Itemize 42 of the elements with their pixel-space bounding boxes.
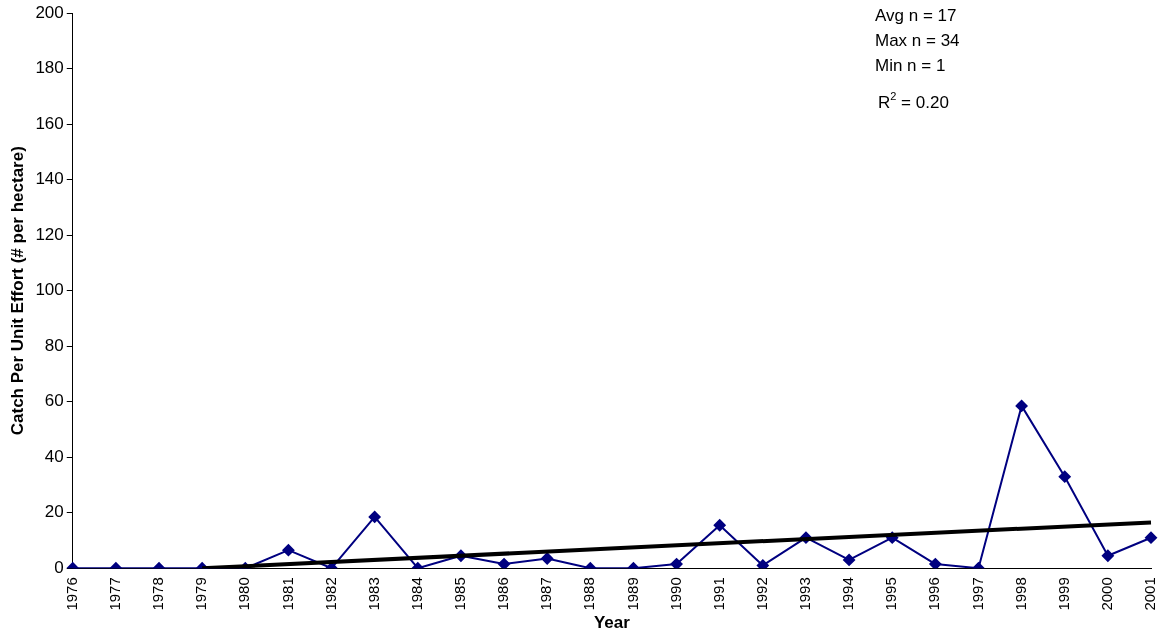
x-tick-label: 1995: [882, 577, 900, 611]
x-tick-label: 2001: [1141, 577, 1159, 611]
x-tick-label: 1994: [839, 577, 857, 611]
x-axis-title: Year: [593, 613, 631, 633]
y-tick-label: 100: [35, 280, 64, 300]
x-tick-label: 1992: [752, 577, 770, 611]
x-tick-label: 1990: [666, 577, 684, 611]
x-tick-label: 1997: [968, 577, 986, 611]
y-tick-label: 0: [54, 557, 64, 577]
x-tick-label: 1986: [494, 577, 512, 611]
annotation: Min n = 1: [875, 56, 946, 75]
y-tick-label: 160: [35, 113, 64, 133]
x-tick-label: 1984: [407, 577, 425, 611]
x-tick-label: 1979: [192, 577, 210, 611]
y-tick-label: 120: [35, 224, 64, 244]
y-tick-label: 20: [44, 502, 64, 522]
x-tick-label: 1988: [580, 577, 598, 611]
y-tick-label: 40: [44, 446, 64, 466]
y-tick-label: 80: [44, 335, 64, 355]
x-tick-label: 1981: [278, 577, 296, 611]
x-tick-label: 1996: [925, 577, 943, 611]
annotation: Max n = 34: [875, 31, 960, 50]
annotation: Avg n = 17: [875, 6, 957, 25]
x-tick-label: 1987: [537, 577, 555, 611]
x-tick-label: 1980: [235, 577, 253, 611]
x-tick-label: 1982: [321, 577, 339, 611]
y-tick-label: 200: [35, 2, 64, 22]
x-tick-label: 1999: [1054, 577, 1072, 611]
x-tick-label: 1985: [451, 577, 469, 611]
x-tick-label: 1976: [62, 577, 80, 611]
y-tick-label: 60: [44, 391, 64, 411]
x-tick-label: 1989: [623, 577, 641, 611]
x-tick-label: 1977: [106, 577, 124, 611]
y-axis-title: Catch Per Unit Effort (# per hectare): [7, 146, 27, 436]
y-tick-label: 180: [35, 58, 64, 78]
x-tick-label: 2000: [1098, 577, 1116, 611]
x-tick-label: 1998: [1011, 577, 1029, 611]
y-tick-label: 140: [35, 169, 64, 189]
x-tick-label: 1978: [149, 577, 167, 611]
x-tick-label: 1991: [709, 577, 727, 611]
x-tick-label: 1993: [796, 577, 814, 611]
x-tick-label: 1983: [364, 577, 382, 611]
